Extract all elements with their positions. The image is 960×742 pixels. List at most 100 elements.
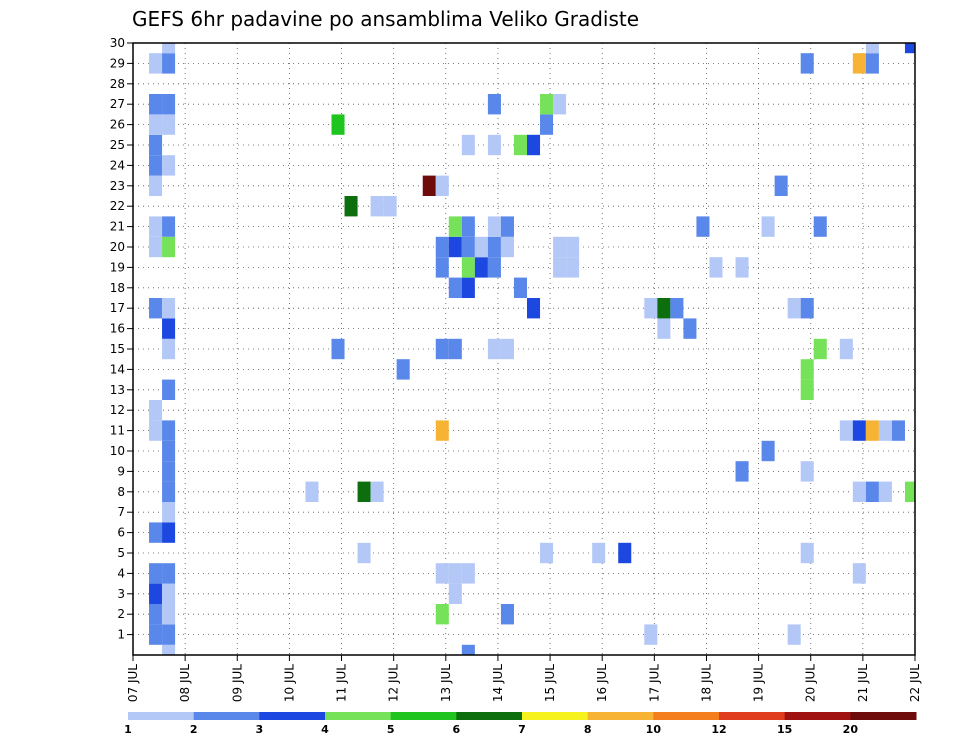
heatmap-cell <box>800 379 814 400</box>
legend-swatch <box>456 712 523 720</box>
y-tick-label: 17 <box>110 301 125 315</box>
heatmap-cell <box>162 604 176 625</box>
heatmap-cell <box>448 563 462 584</box>
legend-label: 1 <box>124 723 132 736</box>
heatmap-cell <box>813 216 827 237</box>
legend-swatch <box>784 712 851 720</box>
heatmap-cell <box>396 359 410 380</box>
heatmap-cell <box>435 236 449 258</box>
heatmap-cell <box>800 53 814 74</box>
heatmap-cell <box>448 338 462 360</box>
y-tick-label: 4 <box>117 566 125 580</box>
heatmap-cell <box>162 236 176 258</box>
heatmap-cell <box>383 196 397 217</box>
heatmap-cell <box>461 134 475 156</box>
y-tick-label: 12 <box>110 403 125 417</box>
legend-swatch <box>850 712 917 720</box>
heatmap-cell <box>852 481 866 502</box>
heatmap-cell <box>553 236 567 258</box>
heatmap-cell <box>540 94 554 115</box>
y-tick-label: 22 <box>110 199 125 213</box>
legend-label: 20 <box>843 723 859 736</box>
x-tick-label: 22 JUL <box>908 664 922 702</box>
heatmap-cell <box>149 400 163 421</box>
legend-swatch <box>128 712 195 720</box>
x-tick-label: 21 JUL <box>856 664 870 702</box>
heatmap-cell <box>435 338 449 360</box>
heatmap-cell <box>474 257 488 278</box>
x-tick-label: 18 JUL <box>699 664 713 702</box>
heatmap-cell <box>149 175 163 196</box>
heatmap-cell <box>448 236 462 258</box>
heatmap-cell <box>149 53 163 74</box>
heatmap-cell <box>461 236 475 258</box>
heatmap-cell <box>331 338 345 360</box>
heatmap-cell <box>461 644 475 655</box>
heatmap-cell <box>540 542 554 564</box>
heatmap-cell <box>357 542 371 564</box>
heatmap-cell <box>149 522 163 543</box>
heatmap-cell <box>904 43 915 54</box>
y-tick-label: 11 <box>110 424 125 438</box>
heatmap-cell <box>370 196 384 217</box>
heatmap-cell <box>839 338 853 360</box>
heatmap-cell <box>553 94 567 115</box>
heatmap-cell <box>461 216 475 237</box>
heatmap-cells <box>149 43 915 655</box>
heatmap-cell <box>566 257 580 278</box>
y-tick-label: 14 <box>110 362 125 376</box>
x-tick-label: 07 JUL <box>126 664 140 702</box>
heatmap-cell <box>553 257 567 278</box>
y-tick-label: 28 <box>110 77 125 91</box>
legend-swatch <box>390 712 457 720</box>
heatmap-cell <box>149 216 163 237</box>
heatmap-cell <box>487 236 501 258</box>
heatmap-cell <box>162 461 176 482</box>
heatmap-cell <box>500 236 514 258</box>
heatmap-cell <box>422 175 436 196</box>
x-tick-label: 19 JUL <box>752 664 766 702</box>
heatmap-cell <box>527 298 541 319</box>
heatmap-cell <box>435 257 449 278</box>
legend-label: 12 <box>711 723 726 736</box>
heatmap-cell <box>800 359 814 380</box>
heatmap-cell <box>865 420 879 441</box>
y-tick-label: 10 <box>110 444 125 458</box>
legend-label: 15 <box>777 723 792 736</box>
heatmap-cell <box>162 379 176 400</box>
heatmap-cell <box>670 298 684 319</box>
heatmap-cell <box>162 53 176 74</box>
heatmap-cell <box>527 134 541 156</box>
heatmap-cell <box>305 481 319 502</box>
heatmap-cell <box>461 277 475 298</box>
legend-label: 7 <box>518 723 526 736</box>
heatmap-cell <box>852 53 866 74</box>
x-tick-label: 14 JUL <box>491 664 505 702</box>
heatmap-cell <box>644 298 658 319</box>
legend-label: 5 <box>387 723 395 736</box>
y-tick-label: 13 <box>110 383 125 397</box>
heatmap-cell <box>500 216 514 237</box>
heatmap-cell <box>852 420 866 441</box>
x-tick-label: 08 JUL <box>178 664 192 702</box>
y-tick-label: 19 <box>110 260 125 274</box>
y-tick-label: 8 <box>117 485 125 499</box>
heatmap-cell <box>162 644 176 655</box>
heatmap-cell <box>461 563 475 584</box>
heatmap-cell <box>865 43 879 54</box>
heatmap-cell <box>370 481 384 502</box>
heatmap-cell <box>657 298 671 319</box>
heatmap-cell <box>149 155 163 176</box>
legend-label: 4 <box>321 723 329 736</box>
heatmap-cell <box>149 134 163 156</box>
heatmap-cell <box>735 257 749 278</box>
heatmap-cell <box>487 94 501 115</box>
heatmap-cell <box>149 114 163 135</box>
heatmap-cell <box>513 277 527 298</box>
heatmap-cell <box>162 43 176 54</box>
x-tick-label: 13 JUL <box>439 664 453 702</box>
y-tick-label: 18 <box>110 281 125 295</box>
heatmap-cell <box>149 604 163 625</box>
legend-swatch <box>719 712 786 720</box>
